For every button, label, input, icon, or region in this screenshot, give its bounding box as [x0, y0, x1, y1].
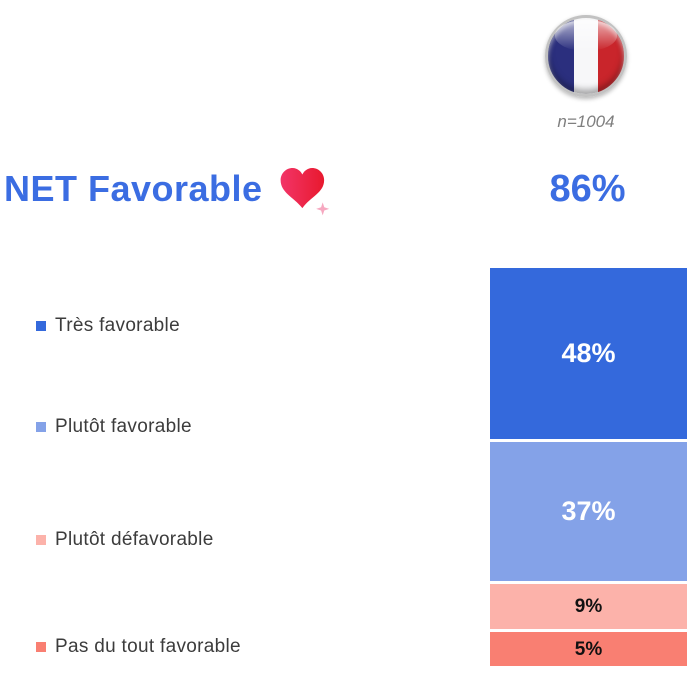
- segment-value-label: 9%: [574, 596, 603, 618]
- stacked-bar: 48% 37% 9% 5%: [490, 268, 687, 666]
- legend-label: Pas du tout favorable: [55, 636, 241, 657]
- legend-bullet-icon: [36, 535, 46, 545]
- sparkle-icon: [316, 202, 330, 216]
- legend-label: Très favorable: [55, 315, 180, 336]
- france-flag-icon: [545, 15, 627, 97]
- net-favorable-value: 86%: [549, 168, 626, 210]
- legend-item-pas-du-tout-favorable: Pas du tout favorable: [36, 636, 241, 658]
- bar-segment-pas-du-tout-favorable: 5%: [490, 632, 687, 666]
- sample-size-label: n=1004: [557, 112, 615, 131]
- legend-label: Plutôt défavorable: [55, 529, 214, 550]
- legend-bullet-icon: [36, 321, 46, 331]
- legend-label: Plutôt favorable: [55, 416, 192, 437]
- legend-item-plutot-defavorable: Plutôt défavorable: [36, 529, 214, 551]
- segment-value-label: 37%: [561, 496, 616, 527]
- bar-segment-tres-favorable: 48%: [490, 268, 687, 440]
- net-favorable-title: NET Favorable: [4, 168, 263, 209]
- legend-bullet-icon: [36, 642, 46, 652]
- bar-segment-plutot-favorable: 37%: [490, 442, 687, 582]
- heart-icon: [280, 167, 330, 216]
- segment-value-label: 48%: [561, 338, 616, 369]
- legend-bullet-icon: [36, 422, 46, 432]
- legend-item-plutot-favorable: Plutôt favorable: [36, 416, 192, 438]
- segment-value-label: 5%: [574, 638, 603, 660]
- legend-item-tres-favorable: Très favorable: [36, 315, 180, 337]
- bar-segment-plutot-defavorable: 9%: [490, 584, 687, 630]
